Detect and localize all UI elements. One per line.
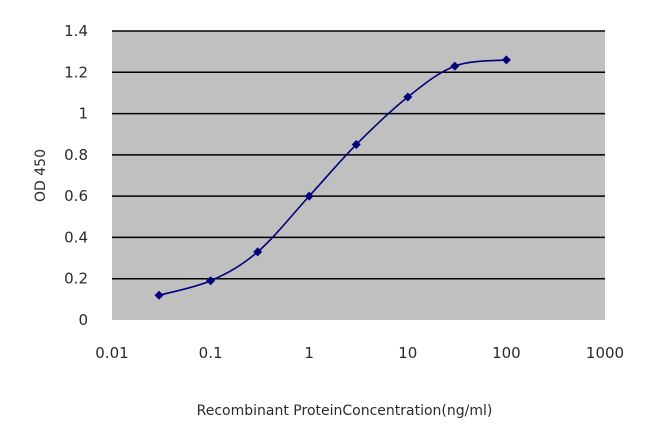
- series-group: [154, 55, 511, 300]
- y-tick-label: 0.2: [64, 270, 88, 288]
- x-tick-label: 0.01: [95, 344, 128, 362]
- y-tick-label: 0.6: [64, 187, 88, 205]
- x-axis-label: Recombinant ProteinConcentration(ng/ml): [197, 403, 493, 419]
- y-tick-label: 0: [78, 311, 88, 329]
- y-tick-label: 1.4: [64, 22, 88, 40]
- y-tick-label: 1.2: [64, 63, 88, 81]
- y-axis-ticks: 0 0.2 0.4 0.6 0.8 1 1.2 1.4: [64, 22, 88, 329]
- plot-area: [112, 31, 605, 320]
- data-point: [253, 247, 263, 257]
- data-point: [450, 61, 460, 71]
- y-tick-label: 1: [78, 105, 88, 123]
- x-tick-label: 1000: [586, 344, 624, 362]
- data-point: [351, 140, 361, 150]
- y-tick-label: 0.4: [64, 228, 88, 246]
- y-tick-label: 0.8: [64, 146, 88, 164]
- data-point: [154, 290, 164, 300]
- data-point: [304, 191, 314, 201]
- gridlines: [112, 30, 605, 280]
- y-axis-label: OD 450: [33, 149, 49, 202]
- x-tick-label: 100: [492, 344, 521, 362]
- x-axis-ticks: 0.01 0.1 1 10 100 1000: [95, 344, 624, 362]
- data-point: [501, 55, 511, 65]
- data-point: [206, 276, 216, 286]
- x-tick-label: 0.1: [199, 344, 223, 362]
- data-point: [403, 92, 413, 102]
- x-tick-label: 1: [304, 344, 314, 362]
- series-line: [158, 59, 507, 296]
- x-tick-label: 10: [398, 344, 417, 362]
